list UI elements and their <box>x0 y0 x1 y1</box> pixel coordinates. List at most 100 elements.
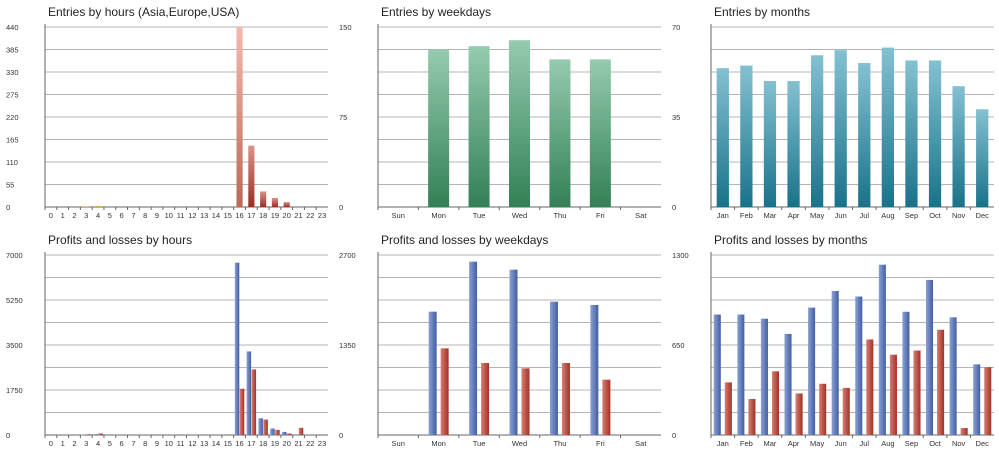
y-tick-label: 1300 <box>672 251 689 260</box>
x-tick-label: 15 <box>224 439 232 448</box>
x-tick-label: 19 <box>271 439 279 448</box>
x-tick-label: Aug <box>881 211 894 220</box>
bar <box>239 388 245 435</box>
x-tick-label: 17 <box>247 211 255 220</box>
bar <box>866 339 874 435</box>
bar <box>234 262 240 435</box>
bar <box>937 329 945 435</box>
bar <box>270 428 275 435</box>
x-tick-label: Sun <box>392 439 405 448</box>
bar <box>246 351 252 435</box>
bar <box>81 434 87 436</box>
x-tick-label: Tue <box>473 211 486 220</box>
x-tick-label: Jun <box>835 211 847 220</box>
bar <box>83 206 90 207</box>
bar <box>763 81 777 207</box>
chart-title: Entries by months <box>714 5 811 19</box>
x-tick-label: Apr <box>788 439 800 448</box>
x-tick-label: Sun <box>392 211 405 220</box>
bar <box>590 305 599 435</box>
y-tick-label: 0 <box>6 431 10 440</box>
x-tick-label: 2 <box>72 439 76 448</box>
x-tick-label: 15 <box>224 211 232 220</box>
x-tick-label: May <box>810 439 824 448</box>
x-tick-label: 22 <box>306 211 314 220</box>
x-tick-label: 0 <box>49 439 53 448</box>
bar <box>737 314 745 435</box>
x-tick-label: Thu <box>553 211 566 220</box>
bar <box>713 314 721 435</box>
x-tick-label: 0 <box>49 211 53 220</box>
x-tick-label: 4 <box>96 439 100 448</box>
y-tick-label: 650 <box>672 341 685 350</box>
x-tick-label: Thu <box>553 439 566 448</box>
x-tick-label: 5 <box>108 439 112 448</box>
x-tick-label: Oct <box>929 211 942 220</box>
x-tick-label: 16 <box>235 439 243 448</box>
x-tick-label: Mon <box>431 211 446 220</box>
x-tick-label: Nov <box>952 211 966 220</box>
chart-panel-pl-months: Profits and losses by months 0 650 1300 Jan… <box>666 228 999 456</box>
bar <box>808 307 816 435</box>
bar <box>286 433 292 435</box>
bar <box>428 49 450 207</box>
bar <box>902 311 910 435</box>
x-tick-label: 4 <box>96 211 100 220</box>
bar <box>724 382 732 435</box>
x-tick-label: Feb <box>740 439 753 448</box>
bar <box>784 333 792 435</box>
x-tick-label: 19 <box>271 211 279 220</box>
chart-title: Entries by weekdays <box>381 5 492 19</box>
x-tick-label: Fri <box>596 439 605 448</box>
y-tick-label: 0 <box>672 431 676 440</box>
bar <box>248 145 255 207</box>
x-tick-label: May <box>810 211 824 220</box>
y-tick-label: 385 <box>6 46 19 55</box>
x-tick-label: Jun <box>835 439 847 448</box>
chart-panel-entries-months: Entries by months 0 35 70 Jan Feb Mar Apr May Ju… <box>666 0 999 228</box>
y-tick-label: 275 <box>6 91 19 100</box>
y-tick-label: 150 <box>339 23 352 32</box>
bar <box>795 393 803 435</box>
bar <box>561 363 570 435</box>
x-tick-label: Fri <box>596 211 605 220</box>
bar <box>93 434 98 436</box>
x-tick-label: 9 <box>155 439 159 448</box>
bar <box>976 109 989 207</box>
y-tick-label: 7000 <box>6 251 23 260</box>
x-tick-label: Jul <box>859 211 869 220</box>
bar <box>549 59 571 208</box>
x-tick-label: Jan <box>717 439 729 448</box>
bar <box>952 86 965 207</box>
bar <box>925 279 934 435</box>
x-tick-label: 21 <box>294 211 302 220</box>
bar <box>960 428 968 435</box>
bar <box>949 317 957 435</box>
x-tick-label: 9 <box>155 211 159 220</box>
chart-title: Profits and losses by hours <box>48 233 193 247</box>
x-tick-label: 1 <box>61 211 65 220</box>
x-tick-label: Apr <box>788 211 800 220</box>
bar <box>98 433 103 435</box>
x-tick-label: 13 <box>200 439 208 448</box>
chart-entries-months: 0 35 70 Jan Feb Mar Apr May Jun Jul Aug Sep Oct Nov De… <box>672 23 994 220</box>
bar <box>771 371 780 435</box>
bar <box>834 50 847 208</box>
x-tick-label: 1 <box>61 439 65 448</box>
x-tick-label: 5 <box>108 211 112 220</box>
x-tick-label: 16 <box>235 211 243 220</box>
y-tick-label: 0 <box>672 203 676 212</box>
bar <box>760 318 768 435</box>
x-tick-label: Nov <box>952 439 966 448</box>
chart-title: Entries by hours (Asia,Europe,USA) <box>48 5 240 19</box>
x-tick-label: Jul <box>859 439 869 448</box>
y-tick-label: 75 <box>339 113 347 122</box>
bar <box>881 47 895 208</box>
x-tick-label: Wed <box>512 211 527 220</box>
bar <box>251 369 257 435</box>
y-tick-label: 0 <box>339 431 343 440</box>
bar <box>984 367 992 435</box>
x-tick-label: 22 <box>306 439 314 448</box>
